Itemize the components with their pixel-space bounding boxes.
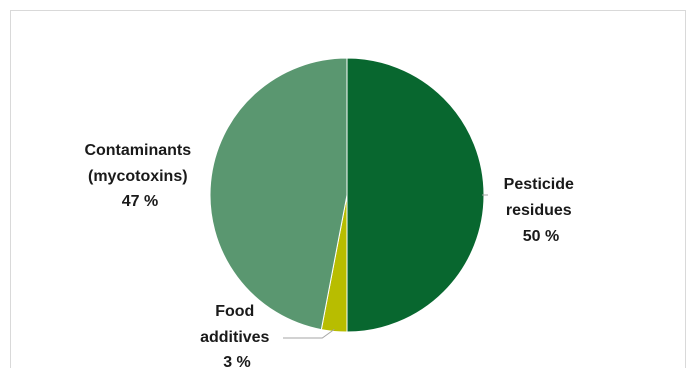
slice-pesticide-residues xyxy=(346,57,485,333)
pie-slices xyxy=(209,57,485,333)
slice-label-contaminants: Contaminants (mycotoxins) 47 % xyxy=(84,142,195,210)
leader-line-food-additives xyxy=(283,328,335,339)
slice-contaminants xyxy=(209,57,348,331)
leader-lines xyxy=(283,194,488,339)
slice-label-food-additives: Food additives 3 % xyxy=(200,303,274,369)
slice-label-pesticide: Pesticide residues 50 % xyxy=(504,176,579,245)
